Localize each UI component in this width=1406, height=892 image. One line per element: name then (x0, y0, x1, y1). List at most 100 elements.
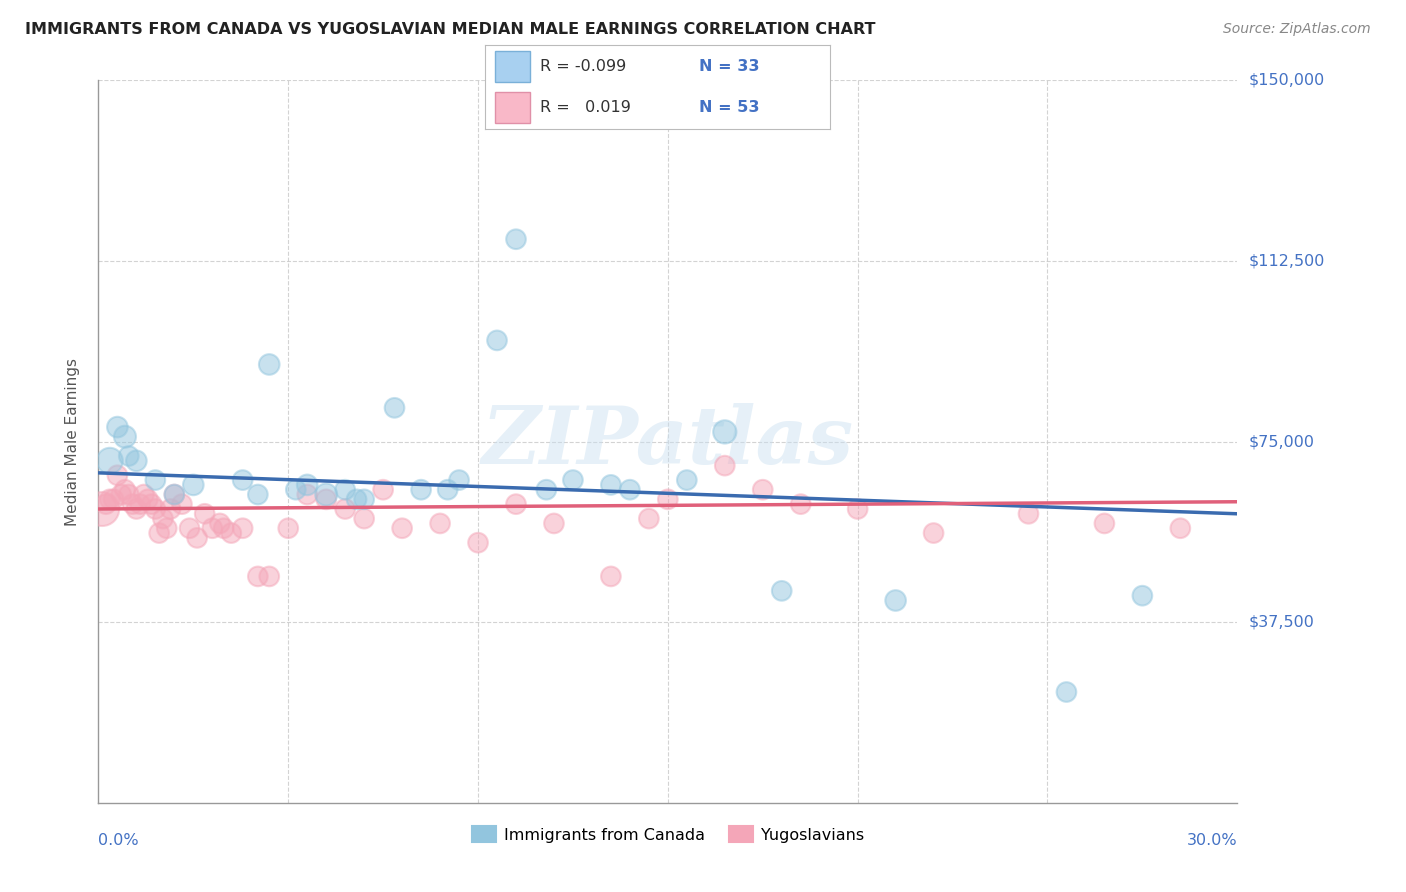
Point (335, 483, 357, 497)
Text: $75,000: $75,000 (1249, 434, 1315, 449)
Point (118, 487, 141, 501)
Point (132, 487, 155, 501)
Point (259, 569, 281, 583)
Point (1132, 589, 1154, 603)
Point (186, 531, 208, 545)
Point (600, 569, 623, 583)
Point (436, 483, 458, 497)
Point (1094, 516, 1116, 531)
Point (208, 516, 231, 531)
Point (129, 497, 152, 511)
Text: N = 53: N = 53 (699, 100, 759, 115)
Point (297, 478, 319, 492)
Point (619, 483, 641, 497)
Point (121, 497, 143, 511)
Legend: Immigrants from Canada, Yugoslavians: Immigrants from Canada, Yugoslavians (465, 820, 870, 849)
Text: 0.0%: 0.0% (98, 833, 139, 848)
Point (125, 502, 148, 516)
Point (148, 526, 170, 541)
Point (346, 492, 368, 507)
Point (335, 502, 357, 516)
Point (714, 458, 737, 473)
Point (145, 473, 167, 487)
Point (676, 473, 699, 487)
Point (221, 526, 243, 541)
Point (136, 492, 159, 507)
Text: R =   0.019: R = 0.019 (540, 100, 631, 115)
Point (125, 454, 148, 468)
Point (179, 521, 201, 535)
Point (770, 583, 793, 598)
Point (91, 502, 114, 516)
Point (277, 521, 299, 535)
Text: R = -0.099: R = -0.099 (540, 59, 627, 74)
Text: ZIPatlas: ZIPatlas (482, 403, 853, 480)
Point (98, 454, 121, 468)
Point (114, 430, 136, 444)
Point (163, 487, 186, 501)
Point (98, 492, 121, 507)
Text: $37,500: $37,500 (1249, 615, 1315, 630)
Point (505, 497, 527, 511)
Point (657, 492, 679, 507)
Point (790, 497, 813, 511)
Text: IMMIGRANTS FROM CANADA VS YUGOSLAVIAN MEDIAN MALE EARNINGS CORRELATION CHART: IMMIGRANTS FROM CANADA VS YUGOSLAVIAN ME… (25, 22, 876, 37)
Point (846, 502, 869, 516)
Point (110, 487, 132, 501)
Bar (495, 52, 530, 82)
Point (371, 483, 394, 497)
Bar (495, 92, 530, 122)
Text: $112,500: $112,500 (1249, 253, 1324, 268)
Point (429, 516, 451, 531)
Point (107, 420, 129, 434)
Point (94, 497, 117, 511)
Point (543, 516, 565, 531)
Point (232, 521, 254, 535)
Y-axis label: Median Male Earnings: Median Male Earnings (65, 358, 80, 525)
Point (447, 473, 470, 487)
Point (638, 511, 661, 525)
Point (315, 492, 337, 507)
Point (315, 487, 337, 501)
Point (884, 593, 907, 607)
Point (246, 487, 269, 501)
Point (391, 521, 413, 535)
Point (163, 487, 186, 501)
Point (259, 358, 281, 372)
Point (505, 232, 527, 246)
Point (145, 502, 167, 516)
Point (1018, 507, 1040, 521)
Text: $150,000: $150,000 (1249, 73, 1324, 87)
Point (212, 521, 235, 535)
Point (353, 492, 375, 507)
Point (246, 569, 269, 583)
Point (297, 487, 319, 501)
Point (600, 478, 623, 492)
Point (170, 497, 193, 511)
Point (1170, 521, 1192, 535)
Point (159, 502, 181, 516)
Point (201, 521, 224, 535)
Point (152, 511, 174, 525)
Point (922, 526, 945, 541)
Point (103, 492, 125, 507)
Point (562, 473, 585, 487)
Point (284, 483, 307, 497)
Text: 30.0%: 30.0% (1187, 833, 1237, 848)
Point (107, 468, 129, 483)
Point (1054, 685, 1078, 699)
Point (486, 334, 509, 348)
Point (156, 521, 179, 535)
Point (411, 483, 433, 497)
Point (114, 483, 136, 497)
Point (194, 507, 217, 521)
Text: Source: ZipAtlas.com: Source: ZipAtlas.com (1223, 22, 1371, 37)
Point (183, 478, 205, 492)
Point (232, 473, 254, 487)
Point (536, 483, 558, 497)
Point (353, 511, 375, 525)
Point (752, 483, 775, 497)
Point (714, 425, 737, 439)
Point (141, 497, 163, 511)
Point (467, 535, 489, 549)
